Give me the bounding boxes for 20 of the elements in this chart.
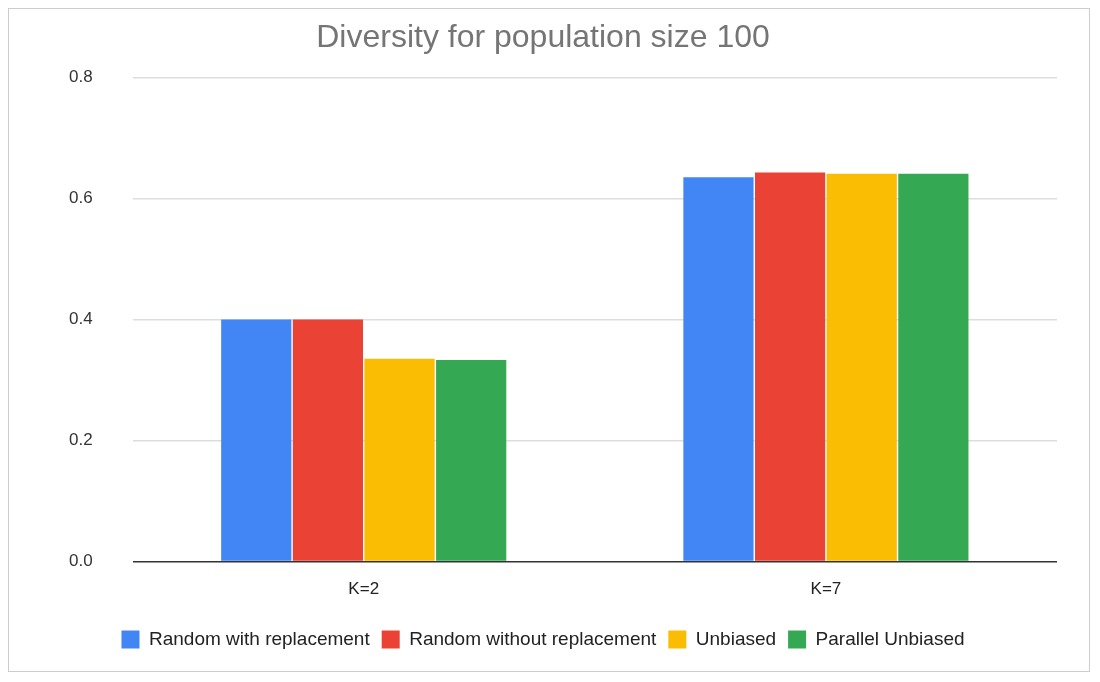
legend-label: Unbiased — [695, 627, 777, 649]
bar — [436, 360, 507, 561]
bar — [292, 319, 364, 561]
x-tick-label: K=7 — [810, 579, 842, 599]
bar — [683, 177, 754, 561]
bar — [898, 173, 969, 561]
y-tick-label: 0.0 — [68, 551, 93, 571]
y-tick-label: 0.4 — [68, 309, 93, 329]
bar — [826, 173, 897, 561]
chart-title: Diversity for population size 100 — [316, 18, 770, 55]
y-tick-label: 0.2 — [68, 430, 93, 450]
legend-label: Parallel Unbiased — [815, 627, 965, 649]
bar — [221, 319, 292, 561]
y-tick-label: 0.8 — [68, 67, 93, 87]
y-tick-label: 0.6 — [68, 188, 93, 208]
legend-label: Random without replacement — [409, 627, 658, 649]
bar — [754, 172, 826, 561]
x-tick-label: K=2 — [348, 579, 380, 599]
legend-label: Random with replacement — [148, 627, 371, 649]
bar — [364, 358, 435, 561]
